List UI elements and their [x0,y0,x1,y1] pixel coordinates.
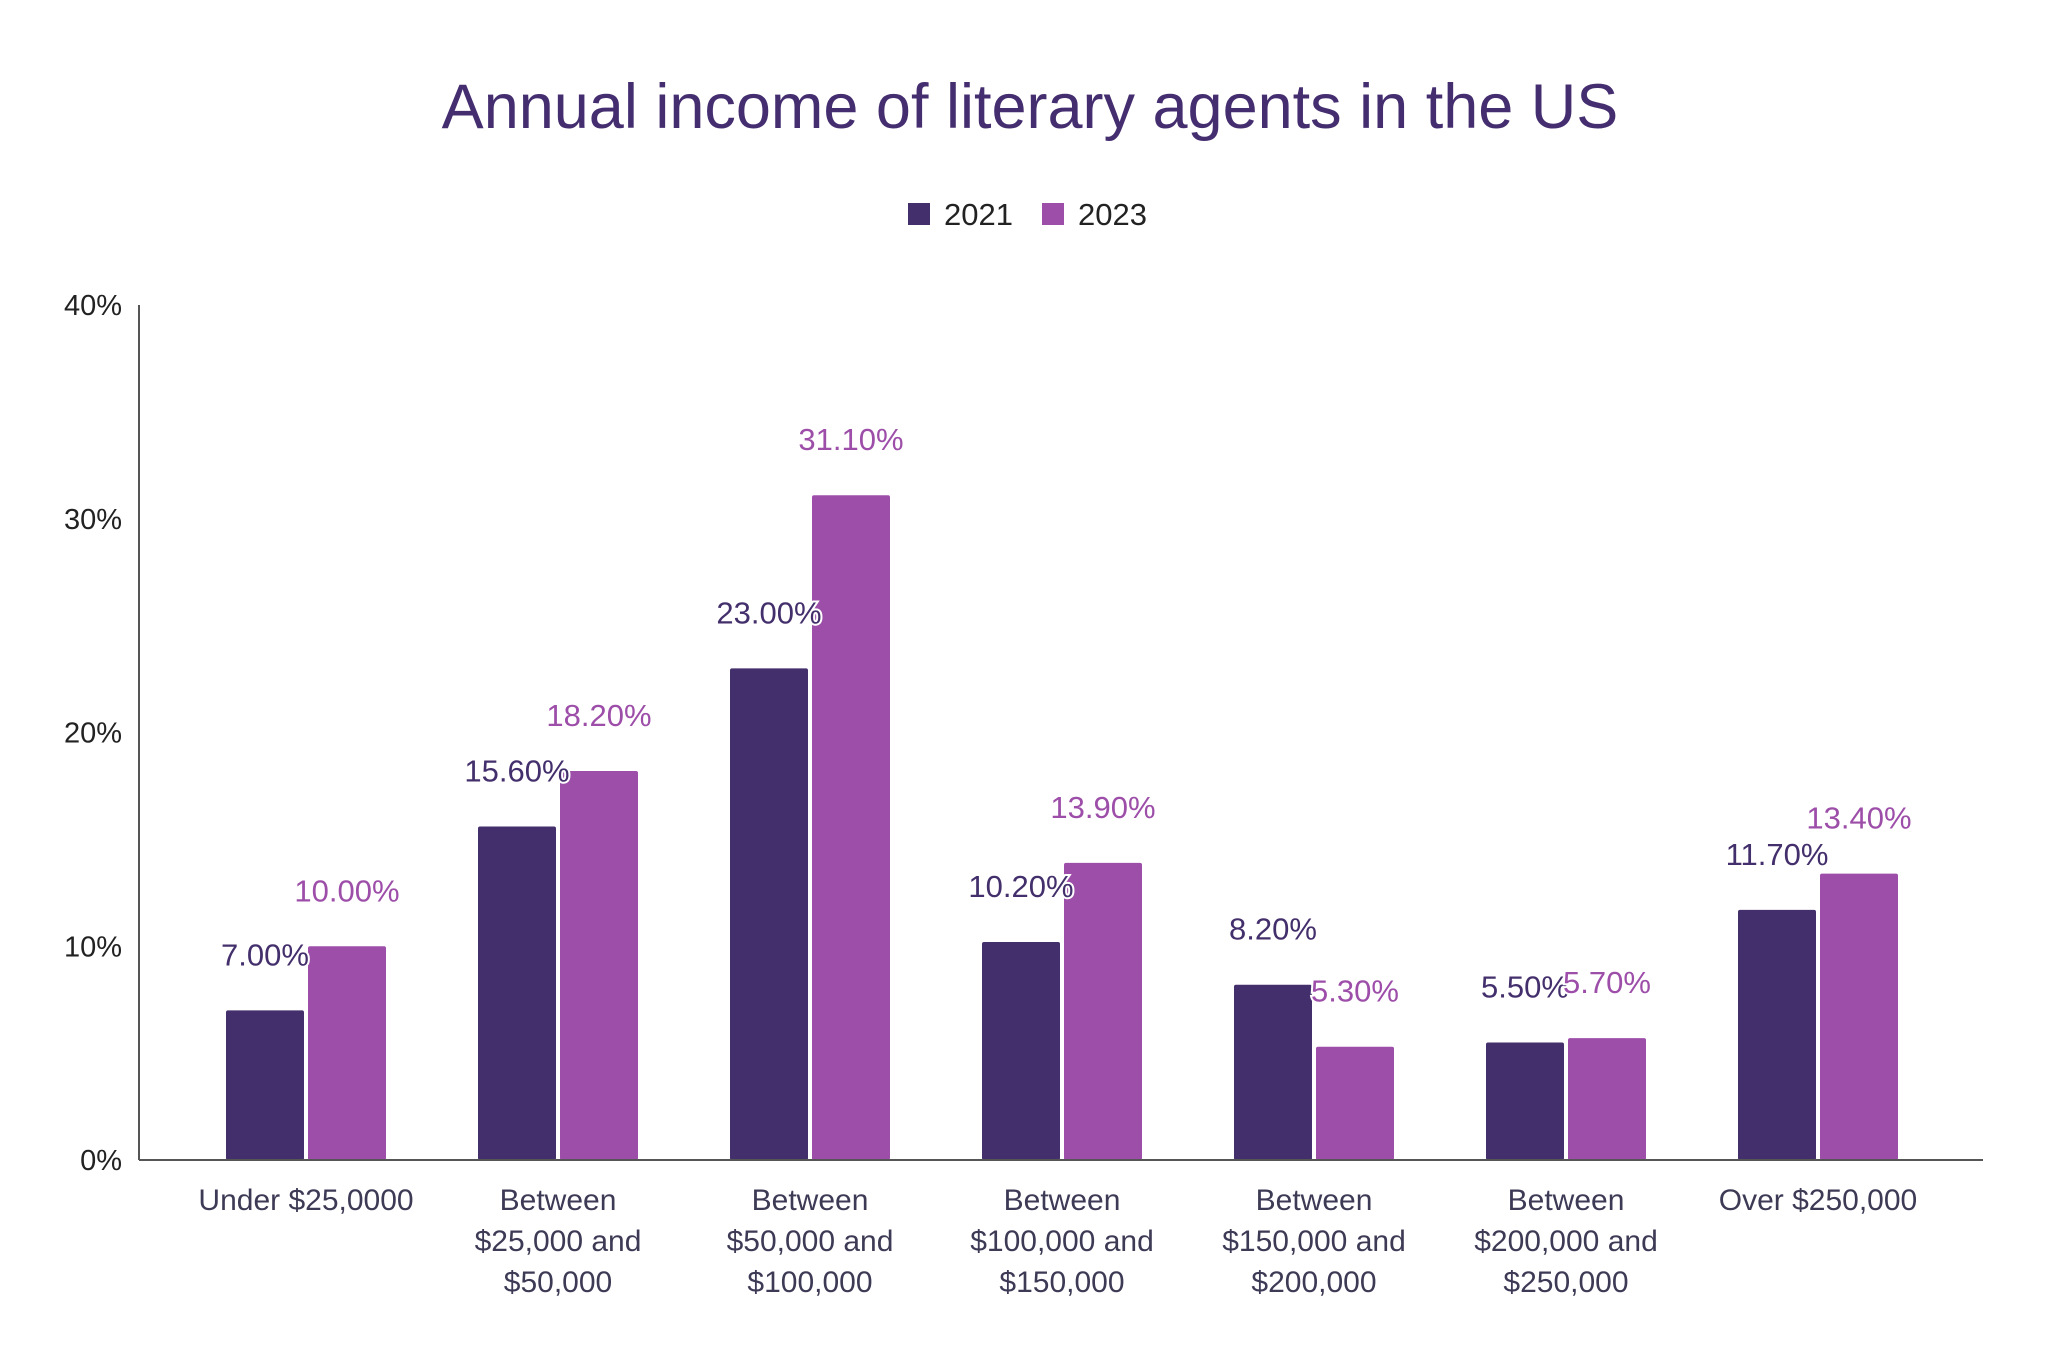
bar-2023 [1568,1038,1646,1160]
bar-2021 [478,826,556,1160]
data-label-2023: 13.90% [1050,790,1155,825]
data-label-2021: 7.00% [221,937,309,972]
x-tick-label: Between [1256,1184,1373,1217]
bars [226,495,1898,1160]
legend-label-2023: 2023 [1078,197,1147,232]
y-tick-label: 30% [64,504,122,536]
x-tick-label: $100,000 [747,1266,872,1299]
y-tick-label: 40% [64,290,122,322]
bar-2021 [1234,984,1312,1160]
y-axis: 0% 10% 20% 30% 40% [64,290,140,1177]
data-label-2023: 31.10% [798,422,903,457]
bar-2021 [226,1010,304,1160]
data-label-2023: 5.70% [1563,965,1651,1000]
y-tick-label: 20% [64,718,122,750]
data-label-2023: 5.30% [1311,974,1399,1009]
bar-2023 [560,770,638,1160]
x-tick-label: Over $250,000 [1719,1184,1917,1217]
x-tick-label: $50,000 and [727,1225,894,1258]
data-label-2023: 10.00% [294,873,399,908]
bar-2023 [1820,873,1898,1160]
bar-2021 [1486,1042,1564,1160]
x-tick-label: $200,000 [1251,1266,1376,1299]
y-tick-label: 0% [80,1145,122,1177]
x-tick-label: $250,000 [1503,1266,1628,1299]
x-axis: Under $25,0000 Between $25,000 and $50,000 B… [139,1159,1983,1299]
data-label-2021: 8.20% [1229,912,1317,947]
x-tick-label: $100,000 and [970,1225,1154,1258]
bar-2023 [308,946,386,1160]
bar-2021 [1738,909,1816,1160]
x-tick-label: Between [500,1184,617,1217]
bar-2023 [812,495,890,1160]
bar-2021 [730,668,808,1160]
bar-2021 [982,941,1060,1160]
data-labels: 7.00% 10.00% 15.60% 18.20% 23.00% 31.10% 10.20… [219,420,1914,1010]
x-tick-label: Between [1004,1184,1121,1217]
legend: 2021 2023 [908,197,1147,232]
x-tick-label: $200,000 and [1474,1225,1658,1258]
x-tick-label: Between [1508,1184,1625,1217]
legend-label-2021: 2021 [944,197,1013,232]
data-label-2021: 11.70% [1726,837,1829,872]
data-label-2021: 23.00% [716,595,821,630]
y-tick-label: 10% [64,931,122,963]
x-tick-label: $150,000 and [1222,1225,1406,1258]
legend-swatch-2021 [908,203,930,225]
x-tick-label: $25,000 and [475,1225,642,1258]
x-tick-label: Between [752,1184,869,1217]
chart-title: Annual income of literary agents in the … [442,72,1619,142]
x-tick-label: $50,000 [504,1266,612,1299]
data-label-2023: 13.40% [1806,801,1911,836]
legend-swatch-2023 [1042,203,1064,225]
x-tick-label: $150,000 [999,1266,1124,1299]
bar-2023 [1064,862,1142,1160]
data-label-2023: 18.20% [546,698,651,733]
bar-2023 [1316,1046,1394,1160]
data-label-2021: 10.20% [968,869,1073,904]
data-label-2021: 5.50% [1481,969,1569,1004]
x-tick-label: Under $25,0000 [198,1184,413,1217]
data-label-2021: 15.60% [464,754,569,789]
